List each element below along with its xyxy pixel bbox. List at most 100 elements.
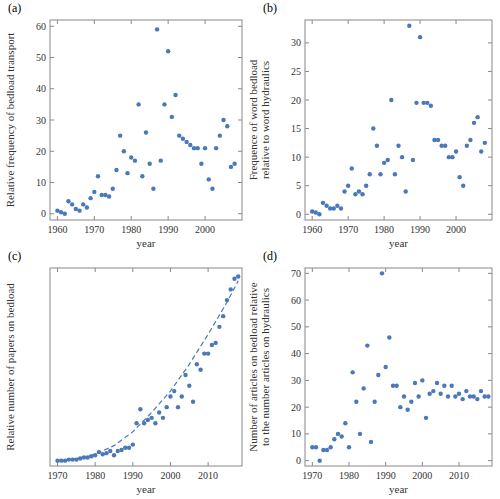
x-tick-label: 1970 bbox=[302, 470, 322, 481]
data-point bbox=[350, 370, 354, 374]
data-point bbox=[314, 445, 318, 449]
x-tick-label: 1980 bbox=[121, 224, 141, 235]
data-point bbox=[383, 365, 387, 369]
y-tick bbox=[488, 380, 492, 381]
y-tick bbox=[305, 300, 309, 301]
x-tick bbox=[456, 216, 457, 220]
data-point bbox=[63, 212, 67, 216]
y-tick bbox=[50, 26, 54, 27]
data-point bbox=[210, 187, 214, 191]
data-point bbox=[217, 325, 221, 329]
data-point bbox=[70, 457, 74, 461]
x-tick bbox=[312, 462, 313, 466]
y-axis-label: Relative frequency of bedload transport bbox=[4, 33, 16, 208]
data-point bbox=[129, 155, 133, 159]
data-point bbox=[380, 271, 384, 275]
y-tick bbox=[488, 326, 492, 327]
plot-area bbox=[310, 271, 490, 463]
data-point bbox=[317, 458, 321, 462]
data-point bbox=[173, 93, 177, 97]
y-tick bbox=[305, 128, 309, 129]
data-point bbox=[213, 341, 217, 345]
x-tick bbox=[94, 20, 95, 24]
x-tick bbox=[456, 20, 457, 24]
data-point bbox=[134, 421, 138, 425]
y-axis-label: Number of articles on bedload relativeto… bbox=[247, 282, 271, 452]
data-point bbox=[181, 137, 185, 141]
panel-label: (a) bbox=[8, 1, 21, 15]
data-point bbox=[405, 408, 409, 412]
y-tick-label: 30 bbox=[291, 375, 301, 386]
figure: (a)196019701980199020000102030405060year… bbox=[0, 0, 500, 499]
data-point bbox=[371, 126, 375, 130]
y-tick bbox=[488, 460, 492, 461]
y-tick-label: 30 bbox=[291, 37, 301, 48]
data-point bbox=[195, 362, 199, 366]
data-point bbox=[198, 367, 202, 371]
data-point bbox=[332, 437, 336, 441]
x-tick bbox=[312, 216, 313, 220]
x-tick-label: 2010 bbox=[449, 470, 469, 481]
y-axis-label-line: Frequence of word bedload bbox=[247, 59, 259, 180]
data-point bbox=[119, 448, 123, 452]
data-point bbox=[125, 171, 129, 175]
data-point bbox=[460, 397, 464, 401]
y-tick bbox=[238, 213, 242, 214]
data-point bbox=[475, 115, 479, 119]
x-tick bbox=[420, 20, 421, 24]
y-tick-label: 20 bbox=[291, 402, 301, 413]
data-point bbox=[429, 104, 433, 108]
data-point bbox=[357, 189, 361, 193]
x-tick bbox=[312, 20, 313, 24]
x-tick bbox=[208, 268, 209, 272]
y-tick bbox=[305, 407, 309, 408]
x-tick-label: 1970 bbox=[338, 224, 358, 235]
y-tick-label: 50 bbox=[291, 321, 301, 332]
x-tick-label: 2010 bbox=[198, 470, 218, 481]
data-point bbox=[393, 172, 397, 176]
y-tick bbox=[305, 42, 309, 43]
data-point bbox=[93, 453, 97, 457]
panel-label: (d) bbox=[263, 249, 277, 263]
x-tick-label: 1970 bbox=[84, 224, 104, 235]
x-tick bbox=[205, 216, 206, 220]
y-tick bbox=[305, 71, 309, 72]
data-point bbox=[77, 208, 81, 212]
data-point bbox=[450, 155, 454, 159]
data-point bbox=[358, 432, 362, 436]
data-point bbox=[354, 400, 358, 404]
data-point bbox=[232, 162, 236, 166]
data-point bbox=[176, 405, 180, 409]
y-axis-label-line: relative to word hydraulics bbox=[259, 61, 271, 179]
data-point bbox=[229, 165, 233, 169]
data-point bbox=[147, 162, 151, 166]
data-point bbox=[465, 144, 469, 148]
y-tick bbox=[305, 326, 309, 327]
data-point bbox=[414, 101, 418, 105]
y-tick bbox=[50, 88, 54, 89]
data-point bbox=[389, 98, 393, 102]
data-point bbox=[177, 133, 181, 137]
data-point bbox=[475, 397, 479, 401]
y-tick bbox=[488, 157, 492, 158]
data-point bbox=[411, 158, 415, 162]
x-tick-label: 1990 bbox=[158, 224, 178, 235]
y-tick-label: 15 bbox=[291, 123, 301, 134]
y-tick bbox=[488, 185, 492, 186]
y-tick bbox=[305, 214, 309, 215]
x-tick-label: 1990 bbox=[376, 470, 396, 481]
x-tick bbox=[95, 268, 96, 272]
x-tick bbox=[349, 462, 350, 466]
data-point bbox=[199, 162, 203, 166]
x-tick bbox=[168, 20, 169, 24]
x-tick bbox=[132, 462, 133, 466]
data-point bbox=[166, 49, 170, 53]
data-point bbox=[464, 389, 468, 393]
data-point bbox=[88, 196, 92, 200]
y-axis-label-line: Relative frequency of bedload transport bbox=[4, 33, 16, 208]
data-point bbox=[368, 172, 372, 176]
y-axis-label-line: to the number articles on hydraulics bbox=[259, 288, 271, 446]
data-point bbox=[151, 187, 155, 191]
y-tick bbox=[305, 273, 309, 274]
data-point bbox=[184, 140, 188, 144]
